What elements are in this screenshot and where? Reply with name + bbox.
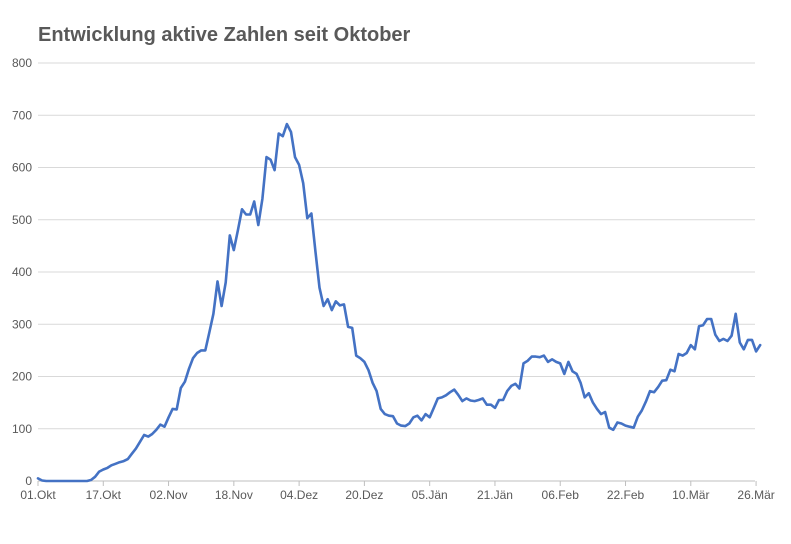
x-tick-label: 04.Dez bbox=[280, 488, 318, 502]
y-tick-label: 500 bbox=[12, 213, 32, 227]
x-tick-label: 01.Okt bbox=[20, 488, 56, 502]
x-tick-label: 02.Nov bbox=[150, 488, 188, 502]
y-axis-labels: 0 100 200 300 400 500 600 700 800 bbox=[12, 56, 32, 488]
chart-title: Entwicklung aktive Zahlen seit Oktober bbox=[38, 24, 411, 46]
x-tick-label: 21.Jän bbox=[477, 488, 513, 502]
x-tick-label: 22.Feb bbox=[607, 488, 645, 502]
y-tick-label: 600 bbox=[12, 161, 32, 175]
x-tick-label: 20.Dez bbox=[345, 488, 383, 502]
y-tick-label: 700 bbox=[12, 108, 32, 122]
series-line bbox=[36, 122, 762, 483]
y-tick-label: 400 bbox=[12, 265, 32, 279]
x-tick-label: 06.Feb bbox=[542, 488, 580, 502]
x-tick-label: 10.Mär bbox=[672, 488, 709, 502]
x-tick-label: 26.Mär bbox=[737, 488, 774, 502]
x-tick-label: 17.Okt bbox=[86, 488, 122, 502]
y-tick-label: 800 bbox=[12, 56, 32, 70]
gridlines bbox=[38, 62, 755, 430]
y-tick-label: 300 bbox=[12, 317, 32, 331]
y-tick-label: 0 bbox=[25, 474, 32, 488]
x-axis: 01.Okt 17.Okt 02.Nov 18.Nov 04.Dez 20.Dez 05.J… bbox=[20, 480, 775, 502]
y-tick-label: 200 bbox=[12, 370, 32, 384]
x-tick-label: 05.Jän bbox=[412, 488, 448, 502]
x-tick-label: 18.Nov bbox=[215, 488, 253, 502]
y-tick-label: 100 bbox=[12, 422, 32, 436]
